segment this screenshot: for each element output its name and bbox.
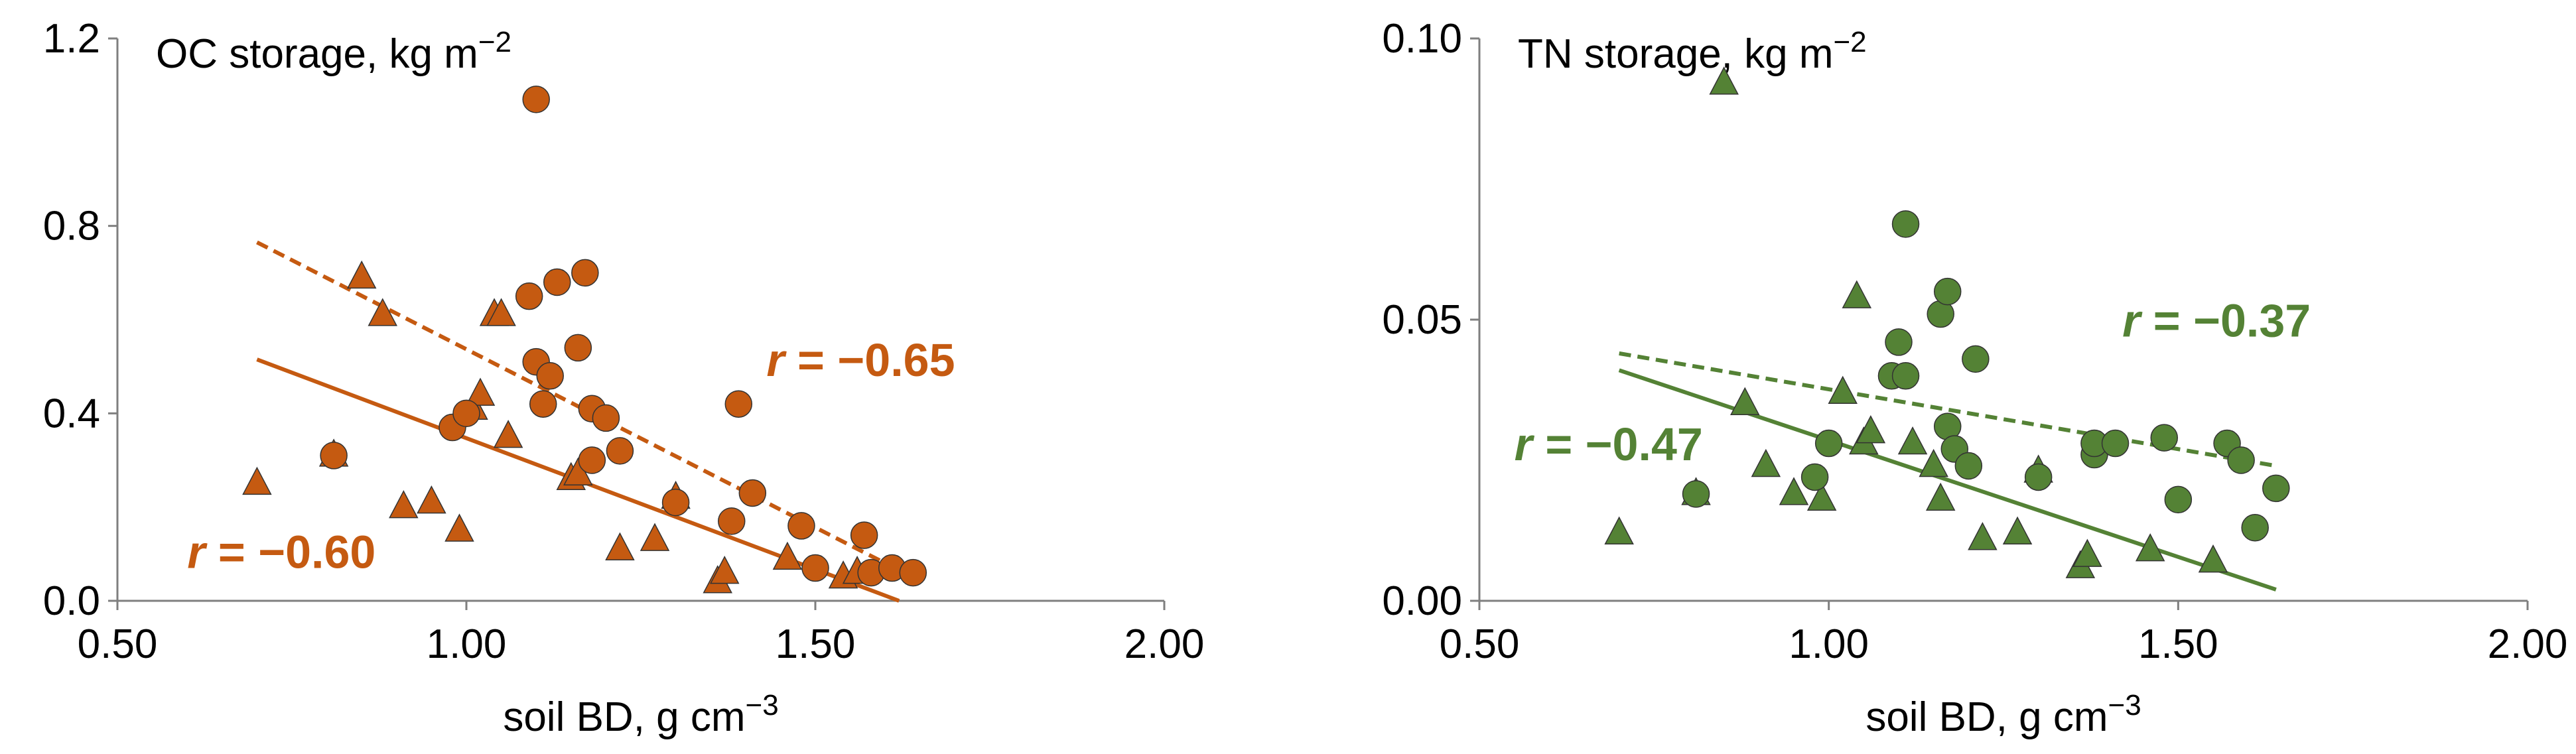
tn-circle-point — [2150, 424, 2179, 452]
tn-triangle-point — [1828, 375, 1858, 404]
tn-x-tick-label: 0.50 — [1440, 621, 1520, 667]
oc-circle-point — [718, 507, 746, 535]
tn-triangle-point — [1779, 477, 1809, 505]
oc-triangle-point — [368, 298, 398, 326]
tn-triangle-point — [1806, 482, 1837, 511]
oc-storage-panel: 0.0 0.4 0.8 1.2 0.50 1.00 1.50 2.00 OC storage, … — [43, 16, 1205, 740]
tn-circle-point — [1891, 362, 1920, 390]
tn-circle-point — [2262, 474, 2290, 503]
oc-triangle-point — [640, 523, 670, 551]
oc-circle-point — [543, 268, 571, 296]
tn-triangle-point — [1730, 387, 1760, 415]
tn-x-tick-label: 2.00 — [2488, 621, 2568, 667]
tn-circle-point — [2024, 463, 2053, 491]
tn-circle-point — [1962, 345, 1990, 373]
oc-panel-title: OC storage, kg m−2 — [156, 26, 511, 77]
tn-correlation-label: r = −0.37 — [2122, 294, 2311, 346]
oc-y-tick-label: 0.4 — [43, 391, 100, 436]
tn-circle-point — [1891, 210, 1920, 238]
oc-circle-point — [661, 488, 690, 517]
oc-circle-point — [724, 390, 753, 418]
tn-triangle-point — [2072, 538, 2102, 567]
oc-x-tick-label: 2.00 — [1124, 621, 1205, 667]
oc-circle-point — [452, 399, 480, 428]
oc-correlation-label: r = −0.65 — [766, 334, 955, 386]
oc-x-tick-label: 1.00 — [427, 621, 507, 667]
oc-triangle-point — [772, 541, 803, 570]
tn-circle-point — [1814, 429, 1843, 458]
tn-triangle-point — [1709, 66, 1739, 95]
oc-y-tick-label: 0.0 — [43, 578, 100, 624]
tn-circle-point — [1954, 452, 1983, 480]
oc-triangle-point — [242, 466, 272, 495]
tn-y-tick-label: 0.10 — [1382, 16, 1462, 62]
tn-circle-point — [1682, 480, 1710, 508]
oc-y-tick-label: 0.8 — [43, 204, 100, 249]
tn-x-tick-label: 1.50 — [2138, 621, 2218, 667]
tn-y-tick-label: 0.00 — [1382, 578, 1462, 624]
tn-circle-point — [2164, 485, 2193, 514]
tn-circle-point — [2241, 514, 2269, 542]
oc-circle-point — [578, 446, 606, 474]
oc-circle-point — [592, 404, 620, 432]
oc-circle-point — [899, 558, 927, 587]
tn-circle-point — [2101, 429, 2130, 458]
tn-y-tick-label: 0.05 — [1382, 297, 1462, 343]
tn-triangle-point — [1968, 522, 1998, 550]
oc-circle-point — [515, 282, 543, 310]
oc-circle-point — [536, 362, 564, 390]
oc-x-axis-title: soil BD, g cm−3 — [503, 689, 778, 740]
oc-circle-point — [606, 437, 634, 465]
tn-triangle-point — [1919, 448, 1948, 477]
oc-circle-point — [801, 554, 829, 582]
tn-triangle-point — [1604, 516, 1634, 544]
oc-correlation-label: r = −0.60 — [187, 527, 375, 578]
tn-panel-title: TN storage, kg m−2 — [1518, 26, 1867, 77]
oc-circle-point — [738, 479, 767, 507]
tn-triangle-point — [2135, 533, 2165, 562]
oc-triangle-point — [486, 298, 516, 326]
tn-storage-panel: 0.00 0.05 0.10 0.50 1.00 1.50 2.00 TN storage, … — [1382, 16, 2567, 740]
tn-triangle-point — [1856, 414, 1886, 444]
oc-triangle-point — [389, 490, 419, 519]
oc-circle-point — [522, 86, 550, 113]
tn-circle-point — [1933, 277, 1962, 306]
oc-triangle-point — [417, 485, 446, 514]
oc-circle-point — [787, 512, 815, 540]
tn-triangle-point — [2198, 544, 2228, 573]
oc-circle-point — [850, 521, 878, 549]
tn-correlation-label: r = −0.47 — [1515, 418, 1703, 470]
oc-circle-point — [571, 259, 599, 287]
oc-triangle-point — [465, 377, 496, 406]
tn-circle-point — [2227, 446, 2255, 474]
oc-circle-point — [564, 334, 592, 362]
tn-trendline-solid — [1618, 368, 2277, 592]
oc-y-tick-label: 1.2 — [43, 16, 100, 62]
oc-x-tick-label: 0.50 — [78, 621, 158, 667]
tn-x-tick-label: 1.00 — [1789, 621, 1869, 667]
oc-triangle-point — [346, 260, 377, 289]
oc-circle-point — [529, 390, 557, 418]
tn-triangle-point — [1925, 482, 1956, 511]
oc-triangle-point — [493, 420, 523, 448]
oc-triangle-point — [709, 555, 740, 584]
oc-x-tick-label: 1.50 — [776, 621, 856, 667]
tn-x-axis-title: soil BD, g cm−3 — [1865, 689, 2141, 740]
tn-triangle-point — [2002, 516, 2033, 544]
tn-circle-point — [1885, 328, 1913, 356]
oc-triangle-point — [444, 513, 474, 542]
tn-triangle-point — [1842, 280, 1872, 308]
tn-triangle-point — [1751, 448, 1781, 477]
oc-circle-point — [320, 442, 348, 470]
tn-circle-point — [1800, 463, 1829, 491]
oc-triangle-point — [605, 532, 635, 561]
tn-triangle-point — [1897, 426, 1928, 455]
